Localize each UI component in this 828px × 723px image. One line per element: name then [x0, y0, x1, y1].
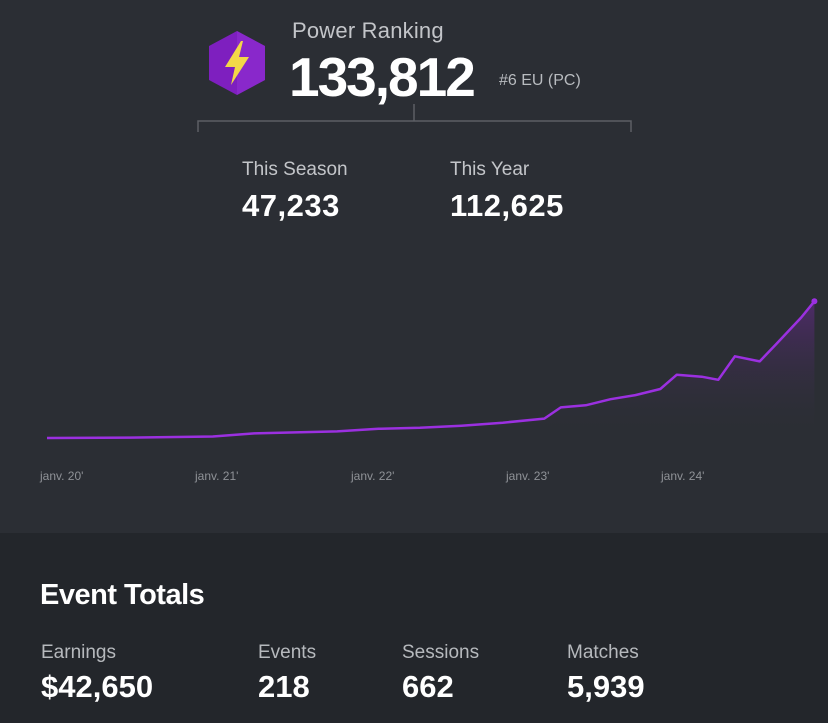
- this-year-value: 112,625: [450, 188, 564, 223]
- earnings-label: Earnings: [41, 642, 116, 663]
- this-season-value: 47,233: [242, 188, 340, 223]
- events-label: Events: [258, 642, 317, 663]
- earnings-value: $42,650: [41, 669, 154, 704]
- power-ranking-rank: #6 EU (PC): [499, 72, 581, 89]
- chart-series-line: [46, 300, 816, 440]
- power-ranking-value: 133,812: [289, 46, 476, 108]
- x-tick-label: janv. 21': [195, 469, 239, 483]
- x-tick-label: janv. 24': [661, 469, 705, 483]
- sessions-value: 662: [402, 669, 454, 704]
- this-year-label: This Year: [450, 159, 530, 180]
- x-tick-label: janv. 22': [351, 469, 395, 483]
- sessions-label: Sessions: [402, 642, 480, 663]
- lightning-hexagon-icon: [209, 31, 265, 95]
- divider-bracket: [197, 104, 632, 132]
- event-totals-panel: Event Totals Earnings $42,650 Events 218…: [0, 533, 828, 723]
- power-ranking-label: Power Ranking: [292, 18, 444, 43]
- event-totals-title: Event Totals: [40, 579, 205, 611]
- matches-label: Matches: [567, 642, 639, 663]
- power-ranking-panel: Power Ranking 133,812 #6 EU (PC) This Se…: [40, 18, 818, 483]
- power-ranking-chart: [46, 298, 818, 440]
- x-tick-label: janv. 23': [506, 469, 550, 483]
- events-value: 218: [258, 669, 310, 704]
- chart-area-fill: [47, 301, 815, 438]
- matches-value: 5,939: [567, 669, 645, 704]
- chart-data-point: [811, 298, 818, 305]
- this-season-label: This Season: [242, 159, 348, 180]
- x-tick-label: janv. 20': [40, 469, 84, 483]
